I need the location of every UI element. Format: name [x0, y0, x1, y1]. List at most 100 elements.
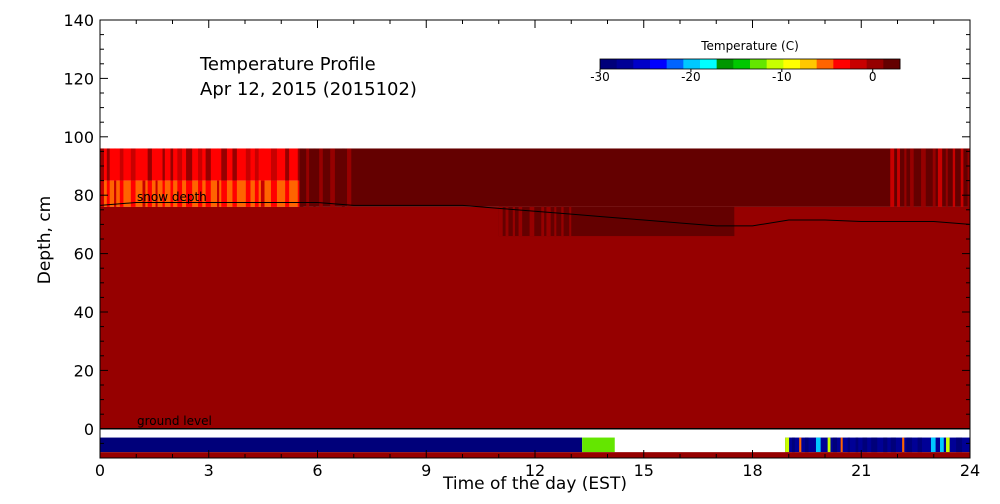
heatmap-stripe	[904, 148, 907, 207]
heatmap-stripe	[569, 206, 572, 237]
colorbar-swatch	[616, 59, 634, 69]
heatmap-stripe	[130, 148, 136, 181]
heatmap-stripe	[855, 437, 859, 453]
colorbar-swatch	[650, 59, 668, 69]
heatmap-stripe	[155, 180, 158, 207]
y-tick-label: 120	[63, 69, 94, 88]
colorbar-swatch	[833, 59, 851, 69]
x-tick-label: 6	[312, 461, 322, 480]
colorbar-swatch	[716, 59, 734, 69]
heatmap-stripe	[114, 148, 117, 181]
heatmap-stripe	[945, 148, 948, 207]
chart-subtitle: Apr 12, 2015 (2015102)	[200, 79, 417, 100]
heatmap-stripe	[177, 180, 183, 207]
heatmap-stripe	[245, 148, 251, 181]
heatmap-cell	[785, 437, 970, 453]
heatmap-stripe	[554, 206, 557, 237]
heatmap-stripe	[186, 148, 193, 181]
heatmap-stripe	[170, 148, 174, 181]
colorbar-swatch	[883, 59, 901, 69]
x-tick-label: 12	[525, 461, 545, 480]
heatmap-stripe	[198, 148, 203, 181]
heatmap-stripe	[297, 148, 300, 181]
x-tick-label: 21	[851, 461, 871, 480]
colorbar-swatch	[600, 59, 618, 69]
heatmap-stripe	[940, 437, 944, 453]
heatmap-stripe	[205, 148, 211, 181]
heatmap-cell	[100, 437, 583, 453]
heatmap-stripe	[804, 437, 809, 453]
y-tick-label: 80	[74, 186, 94, 205]
heatmap-stripe	[952, 148, 956, 207]
heatmap-stripe	[330, 148, 335, 207]
colorbar-swatch	[633, 59, 651, 69]
heatmap-stripe	[285, 148, 290, 181]
heatmap-stripe	[890, 148, 895, 207]
y-axis-label: Depth, cm	[35, 196, 55, 285]
heatmap-stripe	[956, 437, 963, 453]
colorbar-swatch	[850, 59, 868, 69]
heatmap-stripe	[319, 148, 323, 207]
heatmap-stripe	[505, 206, 509, 237]
heatmap-stripe	[106, 148, 110, 181]
heatmap-stripe	[100, 148, 104, 181]
colorbar-swatch	[866, 59, 884, 69]
heatmap-stripe	[529, 206, 535, 237]
heatmap-stripe	[232, 148, 237, 181]
heatmap-stripe	[162, 180, 165, 207]
heatmap-stripe	[932, 148, 936, 207]
colorbar-swatch	[783, 59, 801, 69]
heatmap-stripe	[221, 148, 227, 181]
heatmap-stripe	[198, 180, 203, 207]
snow-depth-line	[99, 202, 971, 227]
heatmap-stripe	[930, 437, 936, 453]
heatmap-stripe	[147, 180, 152, 207]
heatmap-stripe	[221, 180, 227, 207]
colorbar-tick-label: 0	[869, 70, 877, 84]
heatmap-stripe	[791, 437, 795, 453]
heatmap-stripe	[897, 148, 900, 207]
heatmap-stripe	[847, 437, 850, 453]
heatmap-stripe	[890, 437, 896, 453]
heatmap-stripe	[299, 148, 304, 207]
heatmap-stripe	[921, 148, 926, 207]
colorbar-swatch	[816, 59, 834, 69]
heatmap-stripe	[114, 180, 117, 207]
colorbar-swatch	[700, 59, 718, 69]
heatmap-stripe	[270, 148, 277, 181]
heatmap-layer	[99, 148, 971, 458]
heatmap-stripe	[498, 206, 503, 237]
heatmap-stripe	[906, 437, 913, 453]
ground-level-label: ground level	[137, 414, 212, 428]
y-tick-label: 20	[74, 361, 94, 380]
colorbar-swatch	[750, 59, 768, 69]
colorbar-border	[599, 58, 901, 70]
heatmap-stripe	[162, 148, 165, 181]
heatmap-stripe	[142, 180, 146, 207]
y-tick-label: 0	[84, 420, 94, 439]
heatmap-stripe	[541, 206, 545, 237]
heatmap-stripe	[270, 180, 277, 207]
y-tick-label: 60	[74, 245, 94, 264]
heatmap-stripe	[306, 148, 310, 207]
heatmap-stripe	[285, 180, 290, 207]
x-axis-label: Time of the day (EST)	[442, 474, 627, 494]
heatmap-stripe	[217, 148, 220, 181]
heatmap-stripe	[902, 437, 905, 453]
heatmap-stripe	[840, 437, 843, 453]
colorbar-tick-label: -30	[590, 70, 610, 84]
heatmap-stripe	[967, 148, 970, 207]
heatmap-stripe	[147, 148, 152, 181]
heatmap-stripe	[106, 180, 110, 207]
heatmap-stripe	[155, 148, 158, 181]
heatmap-stripe	[827, 437, 831, 453]
heatmap-cell	[100, 206, 970, 429]
y-tick-label: 40	[74, 303, 94, 322]
colorbar-swatch	[683, 59, 701, 69]
heatmap-stripe	[245, 180, 251, 207]
colorbar-label: Temperature (C)	[700, 39, 799, 53]
heatmap-stripe	[862, 437, 868, 453]
x-tick-label: 9	[421, 461, 431, 480]
heatmap-stripe	[205, 180, 211, 207]
